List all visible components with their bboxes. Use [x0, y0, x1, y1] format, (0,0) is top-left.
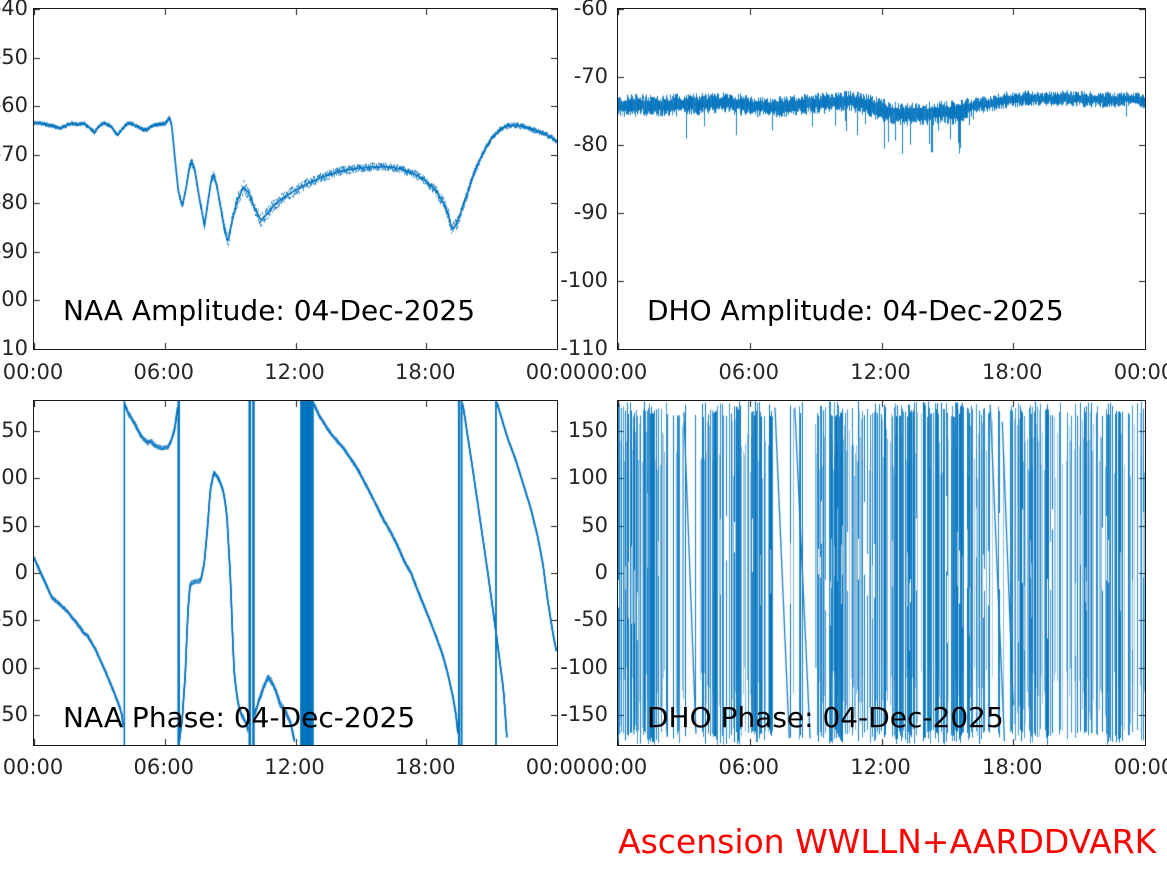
y-tick-label: -70 [0, 141, 28, 166]
x-tick-label: 00:00 [525, 360, 587, 384]
x-tick-label: 00:00 [1113, 755, 1167, 779]
dho-amplitude-plot: DHO Amplitude: 04-Dec-2025 [617, 8, 1146, 350]
y-tick-label: -150 [0, 701, 28, 726]
y-tick-label: -90 [0, 238, 28, 263]
x-tick-label: 06:00 [718, 755, 780, 779]
y-tick-label: 100 [567, 465, 608, 490]
x-tick-label: 06:00 [718, 360, 780, 384]
x-tick-label: 06:00 [133, 360, 195, 384]
y-tick-label: -50 [573, 607, 608, 632]
naa-phase-plot: NAA Phase: 04-Dec-2025 [33, 400, 558, 746]
y-tick-label: 50 [581, 512, 608, 537]
x-tick-label: 12:00 [264, 755, 325, 779]
dho-phase-canvas [618, 401, 1145, 745]
x-tick-label: 00:00 [1113, 360, 1167, 384]
dho-amplitude-canvas [618, 9, 1145, 349]
x-tick-label: 12:00 [850, 755, 911, 779]
y-tick-label: 150 [0, 418, 28, 443]
y-tick-label: -100 [0, 654, 28, 679]
dho-phase-plot: DHO Phase: 04-Dec-2025 [617, 400, 1146, 746]
y-tick-label: -80 [0, 190, 28, 215]
x-tick-label: 06:00 [133, 755, 195, 779]
y-tick-label: 50 [1, 512, 28, 537]
y-tick-label: -80 [573, 132, 608, 156]
y-tick-label: -70 [573, 64, 608, 88]
x-tick-label: 00:00 [586, 755, 648, 779]
x-tick-label: 00:00 [2, 755, 64, 779]
y-tick-label: -110 [0, 336, 28, 360]
station-caption: Ascension WWLLN+AARDDVARK [618, 822, 1157, 861]
x-tick-label: 18:00 [981, 360, 1043, 384]
y-tick-label: 0 [594, 560, 608, 584]
y-tick-label: -50 [0, 607, 28, 632]
x-tick-label: 12:00 [264, 360, 325, 384]
x-tick-label: 18:00 [394, 360, 456, 384]
x-tick-label: 12:00 [850, 360, 911, 384]
y-tick-label: -40 [0, 0, 28, 20]
x-tick-label: 00:00 [2, 360, 64, 384]
y-tick-label: -150 [560, 701, 608, 726]
y-tick-label: -50 [0, 44, 28, 69]
naa-amplitude-canvas [34, 9, 557, 349]
naa-phase-canvas [34, 401, 557, 745]
y-tick-label: -100 [0, 287, 28, 312]
y-tick-label: -110 [560, 336, 608, 360]
x-tick-label: 18:00 [394, 755, 456, 779]
x-tick-label: 00:00 [586, 360, 648, 384]
naa-amplitude-plot: NAA Amplitude: 04-Dec-2025 [33, 8, 558, 350]
y-tick-label: -60 [573, 0, 608, 20]
x-tick-label: 18:00 [981, 755, 1043, 779]
y-tick-label: -90 [573, 200, 608, 224]
y-tick-label: 150 [567, 418, 608, 443]
y-tick-label: -100 [560, 654, 608, 679]
y-tick-label: -60 [0, 93, 28, 118]
y-tick-label: 0 [14, 560, 28, 584]
x-tick-label: 00:00 [525, 755, 587, 779]
y-tick-label: -100 [560, 268, 608, 292]
y-tick-label: 100 [0, 465, 28, 490]
